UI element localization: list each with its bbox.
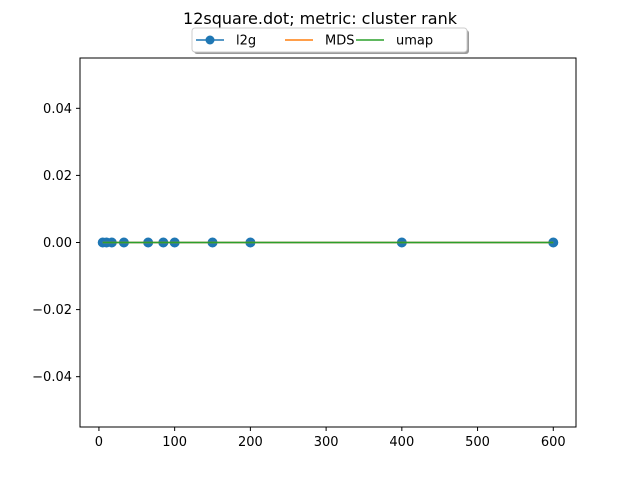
x-tick-label: 0 [95,435,103,450]
y-tick-label: 0.00 [43,236,72,251]
chart-title: 12square.dot; metric: cluster rank [183,9,458,28]
legend-box [191,27,468,53]
x-tick-label: 100 [162,435,187,450]
legend-marker-l2g [205,35,215,45]
y-axis: −0.04 −0.02 0.00 0.02 0.04 [32,102,80,385]
x-tick-label: 200 [238,435,263,450]
legend-label-l2g: l2g [236,34,256,49]
y-tick-label: −0.04 [32,370,72,385]
y-tick-label: 0.04 [43,102,72,117]
legend-label-mds: MDS [325,34,354,49]
x-tick-label: 300 [314,435,339,450]
legend: l2g MDS umap [191,27,469,54]
series-layer [97,237,559,248]
x-tick-label: 500 [465,435,490,450]
x-tick-label: 600 [541,435,566,450]
x-axis: 0 100 200 300 400 500 600 [95,427,566,450]
y-tick-label: −0.02 [32,303,72,318]
legend-label-umap: umap [396,34,433,49]
x-tick-label: 400 [389,435,414,450]
y-tick-label: 0.02 [43,169,72,184]
